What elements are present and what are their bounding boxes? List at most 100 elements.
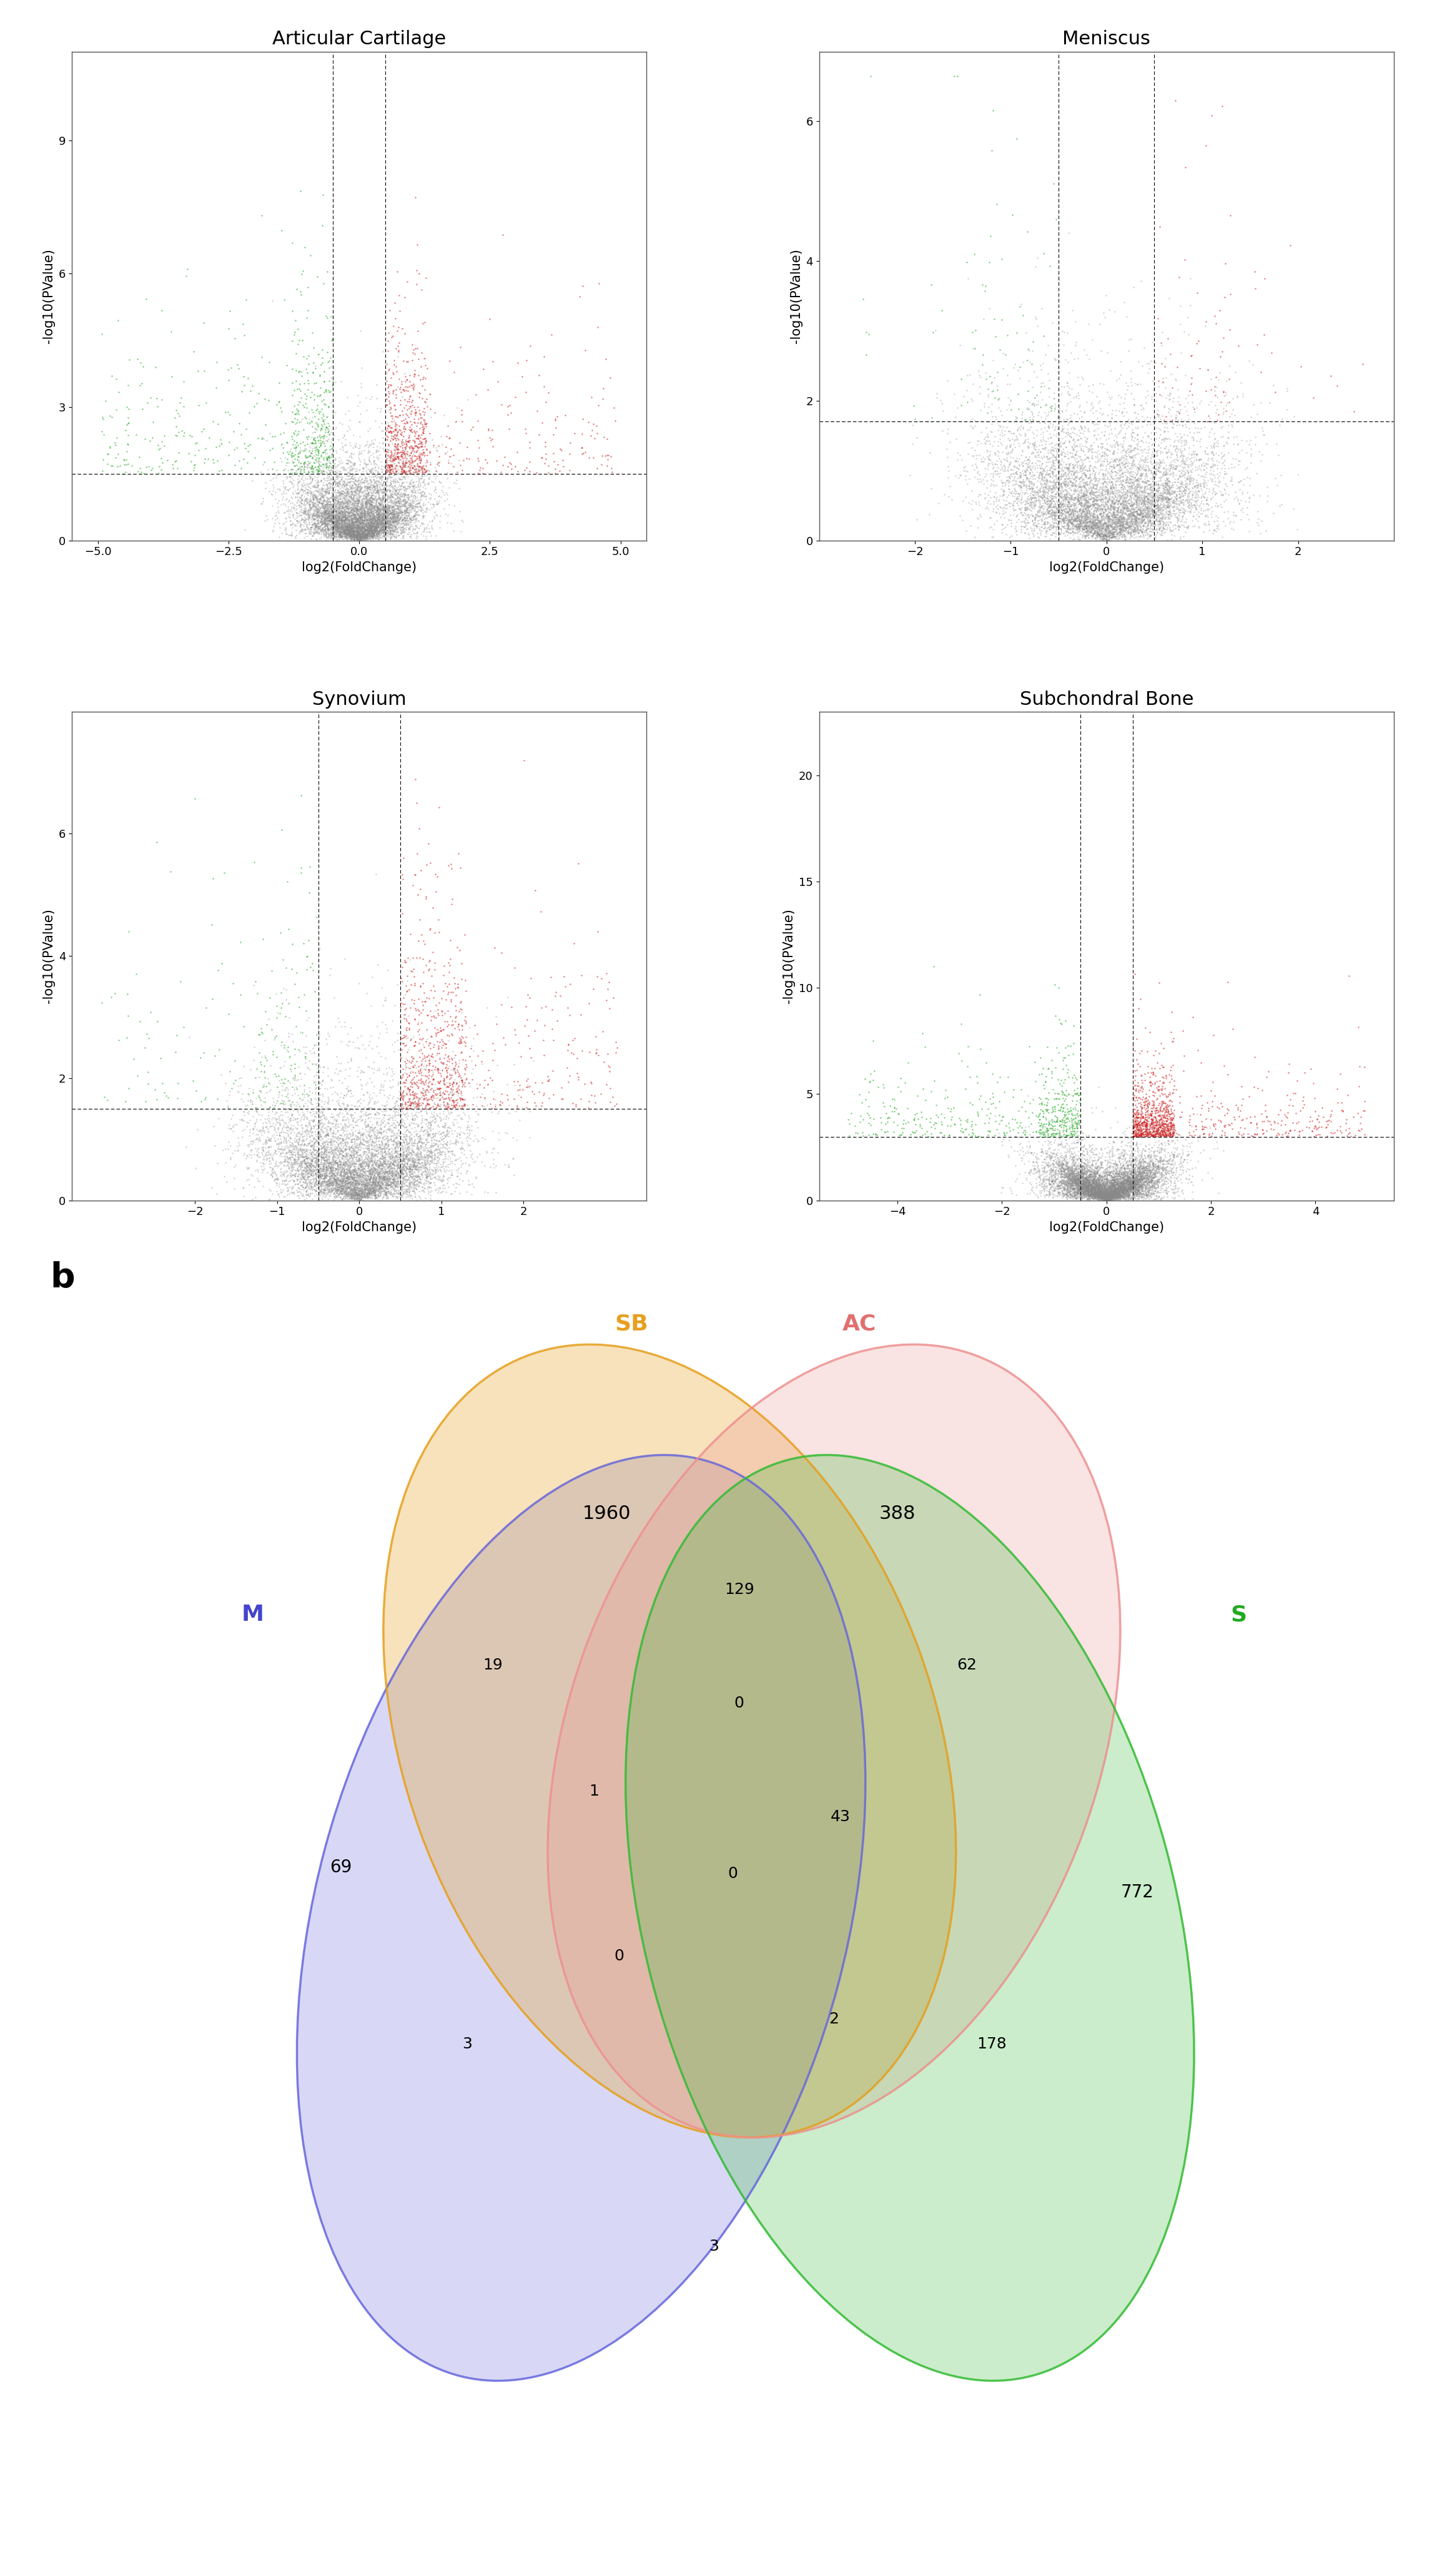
Point [1137, 1162, 1160, 1203]
Point [366, 502, 389, 544]
Point [556, 1030, 579, 1072]
Point [368, 497, 391, 538]
Point [359, 489, 382, 531]
Point [1062, 1175, 1085, 1216]
Point [1069, 500, 1092, 541]
Point [274, 497, 297, 538]
Point [1094, 518, 1117, 559]
Point [1106, 1154, 1129, 1195]
Point [371, 1162, 394, 1203]
Point [1108, 497, 1131, 538]
Point [1086, 1175, 1109, 1216]
Point [269, 1113, 292, 1154]
Point [289, 492, 312, 533]
Point [338, 482, 361, 523]
Point [1104, 1159, 1127, 1200]
Point [358, 440, 381, 482]
Point [394, 987, 417, 1028]
Point [358, 1154, 381, 1195]
Point [351, 1175, 374, 1216]
Point [1032, 477, 1055, 518]
Point [1099, 1172, 1122, 1213]
Point [453, 1084, 476, 1126]
Point [1050, 410, 1073, 451]
Point [1213, 425, 1236, 466]
Point [290, 1136, 313, 1177]
Point [1160, 495, 1183, 536]
Point [1129, 1113, 1152, 1154]
Point [1098, 1177, 1121, 1218]
Point [1128, 487, 1151, 528]
Point [372, 1100, 395, 1141]
Point [1178, 479, 1201, 520]
Point [1138, 469, 1161, 510]
Point [1099, 350, 1122, 392]
Point [1134, 1054, 1157, 1095]
Point [1129, 1118, 1152, 1159]
Point [1046, 484, 1069, 526]
Point [341, 466, 364, 507]
Point [1075, 417, 1098, 459]
Point [1252, 410, 1275, 451]
Point [362, 487, 385, 528]
Point [296, 1154, 319, 1195]
Point [292, 1154, 315, 1195]
Point [1016, 456, 1039, 497]
Point [1055, 474, 1078, 515]
Point [1204, 355, 1227, 397]
Point [331, 1162, 354, 1203]
Point [404, 425, 427, 466]
Point [352, 1133, 375, 1175]
Point [1121, 489, 1144, 531]
Point [259, 1118, 282, 1159]
Point [1111, 392, 1134, 433]
Point [1038, 489, 1061, 531]
Point [1119, 497, 1142, 538]
Point [368, 492, 391, 533]
Point [467, 453, 490, 495]
Point [1111, 1121, 1134, 1162]
Point [1150, 1113, 1173, 1154]
Point [1105, 513, 1128, 554]
Point [402, 443, 425, 484]
Point [1109, 404, 1132, 446]
Point [1065, 425, 1088, 466]
Point [964, 1103, 987, 1144]
Point [422, 1028, 445, 1069]
Point [309, 410, 332, 451]
Point [221, 1133, 244, 1175]
Point [354, 513, 376, 554]
Point [269, 425, 292, 466]
Point [1094, 1164, 1117, 1206]
Point [1140, 489, 1163, 531]
Point [286, 1136, 309, 1177]
Point [1039, 412, 1062, 453]
Point [391, 479, 414, 520]
Point [1038, 1103, 1061, 1144]
Point [1052, 1090, 1075, 1131]
Point [343, 1144, 366, 1185]
Point [333, 502, 356, 544]
Point [399, 412, 422, 453]
Point [336, 1175, 359, 1216]
Point [1083, 1175, 1106, 1216]
Point [1076, 502, 1099, 544]
Point [310, 435, 333, 477]
Point [1019, 422, 1042, 464]
Point [1038, 507, 1061, 549]
Point [1111, 1141, 1134, 1182]
Point [280, 492, 303, 533]
Point [1173, 428, 1196, 469]
Point [285, 1126, 308, 1167]
Point [354, 474, 376, 515]
Point [1082, 1167, 1105, 1208]
Point [335, 459, 358, 500]
Point [1128, 1159, 1151, 1200]
Point [1030, 487, 1053, 528]
Point [345, 513, 368, 554]
Point [1046, 502, 1069, 544]
Point [1114, 520, 1137, 562]
Point [1121, 1177, 1144, 1218]
Point [335, 489, 358, 531]
Point [355, 510, 378, 551]
